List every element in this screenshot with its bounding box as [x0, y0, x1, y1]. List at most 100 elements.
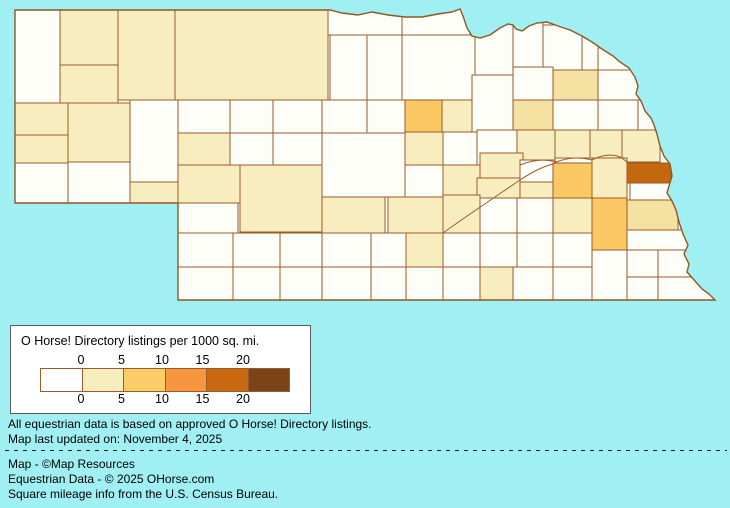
county-hall[interactable]	[442, 194, 481, 234]
county-otoe[interactable]	[626, 229, 690, 251]
county-seward[interactable]	[552, 197, 593, 234]
county-dawson[interactable]	[321, 196, 386, 234]
county-sheridan[interactable]	[117, 9, 176, 101]
legend-tick-label: 20	[236, 392, 250, 406]
county-thomas[interactable]	[272, 99, 323, 134]
county-adams[interactable]	[442, 232, 481, 268]
county-cedar[interactable]	[512, 21, 544, 68]
county-hooker[interactable]	[229, 99, 274, 134]
county-chase[interactable]	[177, 232, 234, 268]
county-madison[interactable]	[512, 99, 554, 131]
county-custer[interactable]	[321, 132, 406, 198]
county-fillmore[interactable]	[516, 232, 554, 268]
county-box-butte[interactable]	[59, 64, 119, 104]
data-copyright-credit: Equestrian Data - © 2025 OHorse.com	[8, 472, 215, 486]
county-morrill[interactable]	[67, 102, 131, 163]
county-mcpherson[interactable]	[229, 132, 274, 166]
county-dawes[interactable]	[59, 9, 119, 66]
county-greeley[interactable]	[442, 131, 478, 166]
county-gage[interactable]	[591, 249, 628, 300]
county-cuming[interactable]	[597, 99, 639, 131]
county-york[interactable]	[516, 197, 554, 234]
county-dundy[interactable]	[177, 266, 234, 300]
county-merrick[interactable]	[479, 152, 524, 179]
county-wayne[interactable]	[552, 69, 599, 101]
county-brown[interactable]	[329, 34, 368, 101]
county-thayer[interactable]	[512, 266, 554, 300]
county-keith[interactable]	[177, 164, 241, 204]
county-sarpy[interactable]	[629, 182, 673, 201]
county-blaine[interactable]	[321, 99, 368, 134]
county-richardson[interactable]	[657, 276, 715, 300]
county-nemaha[interactable]	[657, 249, 691, 278]
county-wheeler[interactable]	[441, 99, 473, 133]
county-phelps[interactable]	[370, 232, 407, 268]
county-nance[interactable]	[442, 164, 481, 196]
county-cass[interactable]	[626, 199, 679, 231]
county-logan[interactable]	[272, 132, 323, 166]
county-garden[interactable]	[129, 99, 179, 183]
county-loup[interactable]	[366, 99, 406, 134]
county-antelope[interactable]	[471, 74, 514, 134]
legend-tick-label: 5	[118, 392, 125, 406]
county-furnas[interactable]	[321, 266, 372, 300]
legend-swatch-2	[123, 368, 166, 392]
county-nuckolls[interactable]	[479, 266, 514, 300]
county-dixon[interactable]	[542, 24, 583, 71]
legend-tick-label: 15	[195, 353, 210, 367]
county-harlan[interactable]	[370, 266, 407, 300]
county-kearney[interactable]	[405, 232, 444, 268]
legend-tick-label: 10	[155, 392, 169, 406]
county-red-willow[interactable]	[279, 266, 323, 300]
county-valley[interactable]	[404, 131, 444, 166]
county-jefferson[interactable]	[552, 266, 593, 300]
county-grant[interactable]	[177, 99, 231, 134]
county-knox[interactable]	[474, 21, 514, 76]
county-kimball[interactable]	[15, 162, 69, 204]
county-butler[interactable]	[552, 162, 593, 199]
county-scotts-bluff[interactable]	[15, 102, 69, 136]
county-webster[interactable]	[442, 266, 481, 300]
county-hitchcock[interactable]	[232, 266, 281, 300]
legend-box: O Horse! Directory listings per 1000 sq.…	[10, 325, 311, 414]
county-perkins[interactable]	[177, 202, 239, 234]
county-johnson[interactable]	[626, 249, 659, 278]
legend-ticks-top: 0 5 10 15 20	[11, 353, 310, 367]
county-cherry[interactable]	[174, 9, 329, 101]
county-holt[interactable]	[401, 34, 476, 101]
county-hayes[interactable]	[232, 232, 281, 268]
county-garfield[interactable]	[404, 99, 443, 133]
county-douglas[interactable]	[626, 162, 672, 184]
county-pawnee[interactable]	[626, 276, 659, 300]
county-lancaster[interactable]	[591, 197, 628, 251]
county-rock[interactable]	[366, 34, 403, 101]
legend-tick-label: 0	[77, 392, 85, 406]
county-stanton[interactable]	[552, 99, 599, 131]
county-howard[interactable]	[404, 164, 444, 198]
county-pierce[interactable]	[512, 66, 554, 101]
county-cheyenne[interactable]	[67, 161, 131, 204]
county-dodge[interactable]	[589, 129, 623, 159]
legend-ticks-bottom: 0 5 10 15 20	[11, 392, 310, 406]
county-hamilton[interactable]	[519, 181, 554, 199]
county-franklin[interactable]	[405, 266, 444, 300]
county-saunders[interactable]	[591, 157, 628, 199]
county-sioux[interactable]	[15, 9, 61, 104]
county-saline[interactable]	[552, 232, 593, 268]
county-banner[interactable]	[15, 134, 69, 164]
county-gosper[interactable]	[321, 232, 372, 268]
county-lincoln[interactable]	[239, 164, 323, 233]
county-boyd[interactable]	[401, 9, 471, 38]
county-clay[interactable]	[479, 232, 518, 268]
county-clay-north[interactable]	[479, 197, 518, 234]
legend-tick-label: 0	[77, 353, 85, 367]
county-arthur[interactable]	[177, 132, 231, 166]
county-layer	[15, 9, 715, 300]
county-deuel[interactable]	[129, 181, 179, 204]
county-buffalo[interactable]	[387, 196, 444, 234]
county-colfax[interactable]	[554, 129, 591, 159]
county-frontier[interactable]	[279, 232, 323, 268]
last-updated-note: Map last updated on: November 4, 2025	[8, 432, 223, 446]
county-washington[interactable]	[621, 129, 661, 163]
